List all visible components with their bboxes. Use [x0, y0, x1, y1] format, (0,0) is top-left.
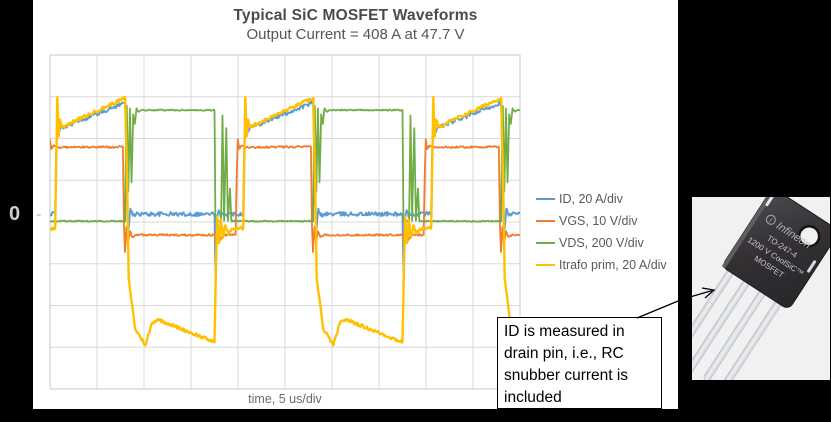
legend-item-vgs: VGS, 10 V/div [536, 210, 667, 232]
chart-legend: ID, 20 A/div VGS, 10 V/div VDS, 200 V/di… [536, 188, 667, 276]
legend-label-itrafo: Itrafo prim, 20 A/div [559, 258, 667, 272]
zero-level-label: 0 [9, 203, 21, 225]
legend-line-swatch-itrafo [536, 263, 555, 267]
chart-title: Typical SiC MOSFET Waveforms [233, 7, 478, 24]
legend-item-vds: VDS, 200 V/div [536, 232, 667, 254]
x-axis-label: time, 5 us/div [248, 392, 322, 406]
legend-item-id: ID, 20 A/div [536, 188, 667, 210]
waveform-vds [50, 105, 520, 223]
mosfet-package-group: I Infineon TO-247-4 1200 V CoolSiC™ MOSF… [692, 197, 830, 380]
chart-subtitle: Output Current = 408 A at 47.7 V [246, 26, 465, 43]
callout-line-2: drain pin, i.e., RC [504, 345, 624, 363]
package-slot-left [765, 197, 775, 207]
mosfet-package-drawing: I Infineon TO-247-4 1200 V CoolSiC™ MOSF… [692, 197, 830, 380]
mounting-hole [797, 225, 821, 248]
waveform-vgs [50, 138, 520, 253]
zero-level-tick: - [36, 206, 42, 223]
callout-line-1: ID is measured in [504, 323, 625, 340]
package-edge-highlight [722, 197, 776, 268]
legend-label-vgs: VGS, 10 V/div [559, 214, 638, 228]
callout-line-4: included [504, 389, 562, 407]
infineon-logo-icon [765, 214, 776, 225]
callout-line-3: snubber current is [504, 367, 629, 385]
legend-line-swatch-id [536, 197, 555, 201]
infineon-logo-glyph: I [767, 218, 772, 225]
chart-panel: Typical SiC MOSFET Waveforms Output Curr… [33, 0, 678, 409]
legend-label-vds: VDS, 200 V/div [559, 236, 644, 250]
waveform-itrafo-prim [50, 95, 520, 347]
legend-line-swatch-vgs [536, 219, 555, 223]
legend-line-swatch-vds [536, 241, 555, 245]
mosfet-photo: I Infineon TO-247-4 1200 V CoolSiC™ MOSF… [692, 197, 830, 380]
package-slot-right [807, 260, 817, 273]
callout-box: ID is measured in drain pin, i.e., RC sn… [497, 317, 662, 409]
legend-item-itrafo: Itrafo prim, 20 A/div [536, 254, 667, 276]
legend-label-id: ID, 20 A/div [559, 192, 623, 206]
